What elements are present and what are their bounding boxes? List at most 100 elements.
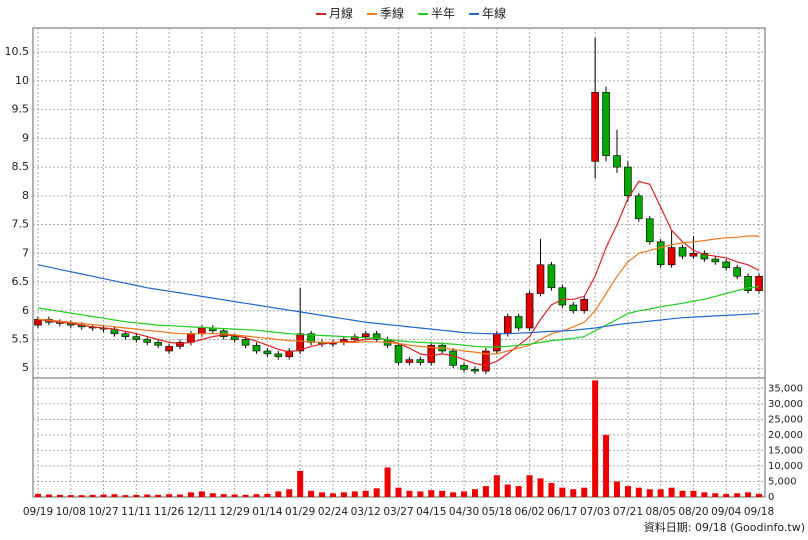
x-tick-label: 10/27 <box>88 506 118 518</box>
volume-bar <box>712 493 719 497</box>
volume-bar <box>592 380 599 497</box>
candle-body <box>154 342 162 346</box>
candle-body <box>755 275 763 291</box>
candle-body <box>722 261 731 268</box>
y2-tick-label: 35,000 <box>768 383 803 394</box>
candle-body <box>503 316 512 335</box>
volume-bar <box>570 489 577 497</box>
volume-bar <box>56 494 63 497</box>
candle-body <box>536 264 545 294</box>
candle-body <box>165 346 173 352</box>
y-tick-label: 9 <box>22 131 29 144</box>
volume-bar <box>646 489 653 497</box>
footer: 資料日期: 09/18 (Goodinfo.tw) <box>644 520 805 534</box>
volume-bar <box>526 475 533 497</box>
y-tick-label: 10.5 <box>5 45 30 58</box>
volume-bar <box>657 489 664 497</box>
volume-bar <box>319 492 326 497</box>
x-tick-label: 01/29 <box>285 506 315 518</box>
legend-label: 年線 <box>482 6 506 21</box>
candle-body <box>394 344 403 363</box>
volume-bar <box>515 486 522 497</box>
volume-bar <box>384 467 391 497</box>
volume-bar <box>493 475 500 497</box>
volume-bar <box>166 494 173 497</box>
volume-bar <box>155 494 162 497</box>
volume-bar <box>351 491 358 497</box>
volume-bar <box>690 490 697 497</box>
plot-frame <box>32 27 766 498</box>
x-tick-label: 11/11 <box>121 506 151 518</box>
volume-bar <box>231 494 238 497</box>
x-tick-label: 12/29 <box>220 506 250 518</box>
volume-bar <box>78 495 85 497</box>
y2-tick-label: 0 <box>768 492 774 503</box>
candle-body <box>678 247 687 257</box>
x-tick-label: 06/02 <box>514 506 544 518</box>
volume-bar <box>362 490 369 497</box>
y2-tick-label: 25,000 <box>768 414 803 425</box>
candle-body <box>34 319 42 326</box>
volume-bar <box>504 484 511 497</box>
candle-body <box>263 350 272 355</box>
volume-bar <box>187 492 194 497</box>
volume-bar <box>581 487 588 497</box>
volume-bar <box>471 489 478 497</box>
candle-body <box>744 275 752 291</box>
x-tick-label: 07/03 <box>580 506 610 518</box>
volume-bar <box>734 493 741 497</box>
candle-body <box>361 333 370 337</box>
candle-body <box>602 92 610 156</box>
candle-body <box>427 344 436 363</box>
volume-bar <box>417 491 424 497</box>
candle-body <box>711 258 720 263</box>
y2-tick-label: 15,000 <box>768 445 803 456</box>
volume-bar <box>482 486 489 497</box>
volume-bar <box>111 494 118 497</box>
candle-body <box>132 336 141 340</box>
candle-body <box>569 304 578 312</box>
candle-body <box>624 166 632 197</box>
volume-bar <box>286 489 293 497</box>
volume-bar <box>329 493 336 497</box>
volume-bar <box>220 494 227 497</box>
volume-bar <box>67 495 74 497</box>
y2-tick-label: 30,000 <box>768 399 803 410</box>
candle-body <box>274 353 283 358</box>
x-tick-label: 09/18 <box>744 506 774 518</box>
candle-body <box>285 350 294 358</box>
volume-bar <box>668 487 675 497</box>
y-tick-label: 7.5 <box>12 218 30 231</box>
volume-bar <box>603 434 610 497</box>
x-tick-label: 06/17 <box>547 506 577 518</box>
volume-bar <box>613 481 620 497</box>
y-tick-label: 6.5 <box>12 275 30 288</box>
candle-body <box>405 359 414 363</box>
candle-body <box>558 287 567 306</box>
candle-body <box>241 339 250 346</box>
ma-line <box>37 286 760 348</box>
candle-body <box>613 155 621 168</box>
y-tick-label: 6 <box>22 304 29 317</box>
x-tick-label: 12/11 <box>187 506 217 518</box>
volume-bar <box>242 494 249 497</box>
x-tick-label: 03/27 <box>383 506 413 518</box>
candle-body <box>187 333 195 343</box>
candle-body <box>471 369 479 372</box>
candle-body <box>416 359 425 363</box>
x-tick-label: 07/21 <box>613 506 643 518</box>
volume-bar <box>395 487 402 497</box>
y2-tick-label: 10,000 <box>768 461 803 472</box>
y-tick-label: 10 <box>15 74 29 87</box>
y-tick-label: 5 <box>22 361 29 374</box>
candle-body <box>700 252 709 260</box>
volume-bar <box>679 490 686 497</box>
volume-bar <box>439 490 446 497</box>
volume-bar <box>537 478 544 497</box>
volume-bar <box>198 491 205 497</box>
x-tick-label: 08/05 <box>646 506 676 518</box>
candle-body <box>645 218 654 243</box>
candle-body <box>525 293 534 329</box>
candle-body <box>656 241 665 266</box>
